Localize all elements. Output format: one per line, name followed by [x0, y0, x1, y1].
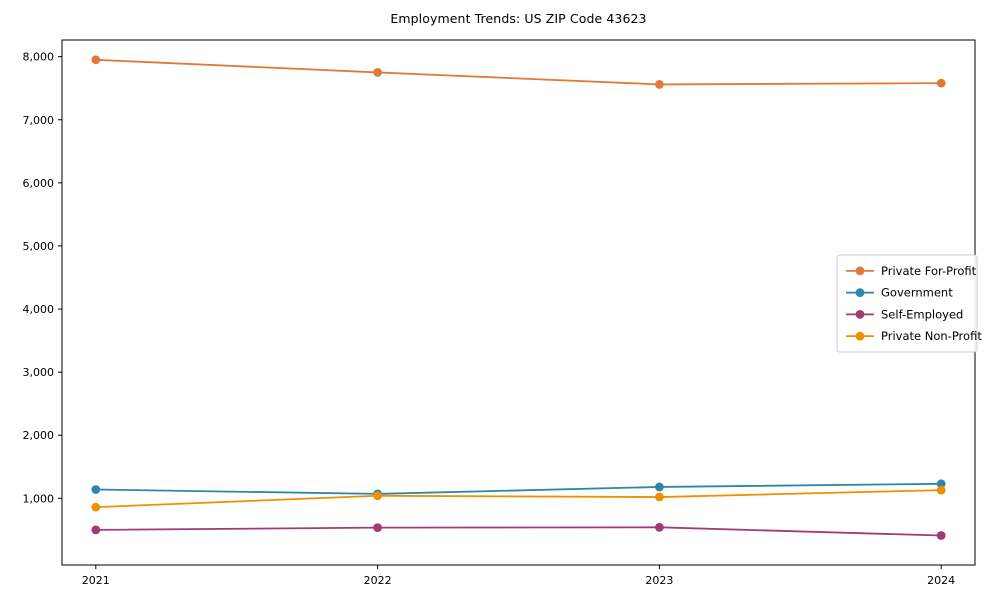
series-marker-private-for-profit [373, 68, 383, 77]
series-marker-private-for-profit [936, 78, 946, 88]
series-marker-private-non-profit [654, 492, 664, 502]
y-axis-tick-label: 2,000 [23, 429, 55, 442]
x-axis-tick-label: 2021 [82, 574, 110, 587]
y-axis-tick-label: 5,000 [23, 240, 55, 253]
legend-label-private-non-profit: Private Non-Profit [881, 329, 982, 343]
series-marker-self-employed [91, 525, 101, 535]
legend-label-self-employed: Self-Employed [881, 307, 963, 321]
series-marker-government [936, 479, 946, 489]
series-line-private-for-profit [95, 58, 942, 86]
legend-marker-private-non-profit [855, 331, 865, 341]
series-marker-self-employed [936, 531, 946, 540]
series-marker-private-non-profit [91, 502, 101, 512]
series-marker-government [654, 482, 664, 492]
legend-box [836, 254, 978, 353]
series-marker-private-for-profit [654, 80, 664, 89]
y-axis-tick-label: 6,000 [23, 177, 55, 190]
legend-label-government: Government [881, 286, 953, 300]
y-axis-tick-label: 1,000 [23, 492, 55, 505]
legend-marker-self-employed [855, 309, 865, 319]
legend-marker-government [855, 288, 865, 298]
x-axis-tick-label: 2024 [927, 574, 955, 587]
y-axis-tick-label: 8,000 [23, 51, 55, 64]
series-marker-self-employed [373, 523, 383, 533]
legend-label-private-for-profit: Private For-Profit [881, 264, 977, 278]
series-marker-private-non-profit [373, 491, 383, 501]
series-marker-self-employed [654, 522, 664, 532]
series-marker-private-non-profit [936, 485, 946, 495]
legend-marker-private-for-profit [855, 266, 865, 276]
series-marker-government [91, 485, 101, 494]
y-axis-tick-label: 7,000 [23, 114, 55, 127]
series-marker-private-for-profit [91, 55, 101, 65]
y-axis-tick-label: 4,000 [23, 303, 55, 316]
series-line-government [95, 482, 942, 495]
series-line-private-non-profit [95, 489, 942, 509]
chart-title: Employment Trends: US ZIP Code 43623 [390, 11, 647, 26]
x-axis-tick-label: 2023 [645, 574, 673, 587]
series-line-self-employed [95, 526, 942, 537]
y-axis-tick-label: 3,000 [23, 366, 55, 379]
x-axis-tick-label: 2022 [364, 574, 392, 587]
